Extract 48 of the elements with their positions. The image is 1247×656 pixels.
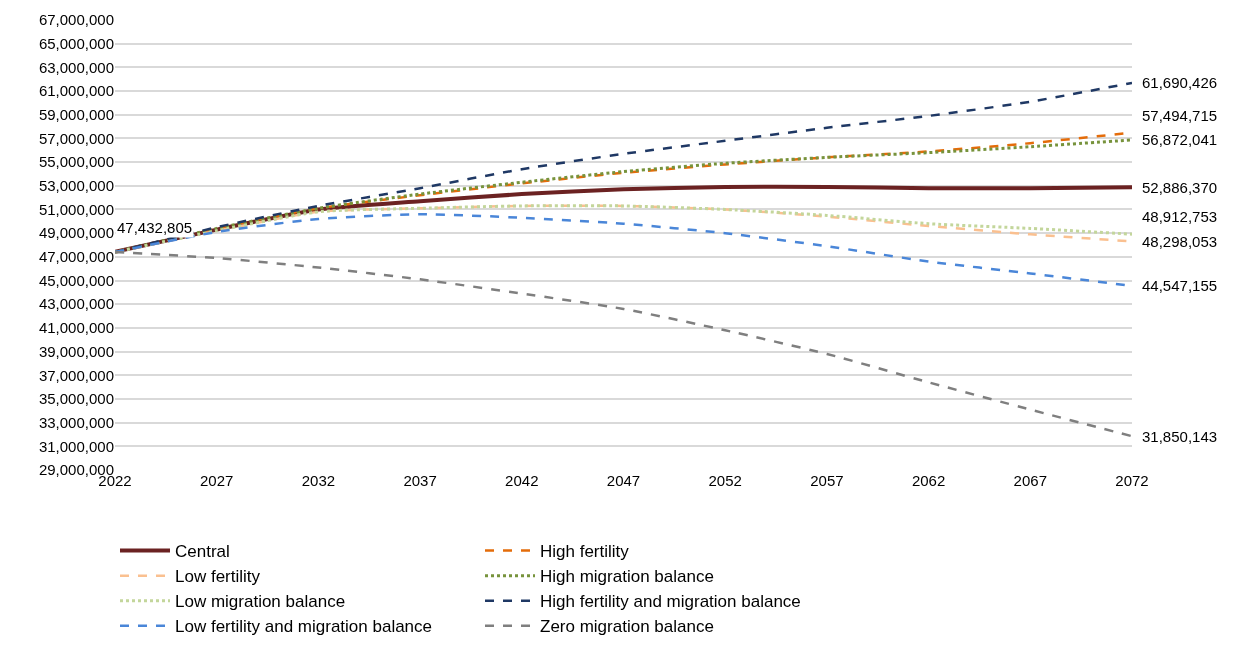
y-tick-label: 35,000,000 [38, 390, 114, 408]
x-tick-label: 2032 [301, 472, 336, 489]
data-label: 48,298,053 [1142, 233, 1218, 250]
data-label: 47,432,805 [117, 219, 193, 236]
line-series [115, 81, 1132, 254]
x-tick-label: 2062 [911, 472, 946, 489]
y-tick-label: 67,000,000 [38, 11, 114, 29]
data-label: 56,872,041 [1142, 131, 1218, 148]
y-tick-label: 49,000,000 [38, 224, 114, 242]
y-tick-label: 55,000,000 [38, 153, 114, 171]
legend-label: Low fertility [175, 567, 261, 587]
y-tick-label: 47,000,000 [38, 248, 114, 266]
x-tick-label: 2072 [1115, 472, 1149, 489]
legend-label: High fertility and migration balance [540, 592, 801, 612]
data-label: 61,690,426 [1142, 74, 1218, 91]
y-tick-label: 37,000,000 [38, 366, 114, 384]
x-tick-label: 2067 [1013, 472, 1047, 489]
legend-label: Low migration balance [175, 592, 346, 612]
data-label: 57,494,715 [1142, 107, 1218, 124]
data-label: 31,850,143 [1142, 428, 1218, 445]
legend-label: Zero migration balance [540, 617, 714, 637]
data-label: 52,886,370 [1142, 179, 1218, 196]
x-tick-label: 2027 [200, 472, 234, 489]
y-tick-label: 51,000,000 [38, 200, 114, 218]
y-tick-label: 43,000,000 [38, 295, 114, 313]
data-label: 44,547,155 [1142, 277, 1218, 294]
x-tick-label: 2037 [403, 472, 437, 489]
y-tick-label: 33,000,000 [38, 413, 114, 431]
y-tick-label: 59,000,000 [38, 105, 114, 123]
legend-label: High fertility [540, 542, 630, 562]
y-tick-label: 39,000,000 [38, 342, 114, 360]
legend-label: Central [175, 542, 230, 562]
legend-label: High migration balance [540, 567, 714, 587]
y-tick-label: 53,000,000 [38, 177, 114, 195]
y-tick-label: 61,000,000 [38, 82, 114, 100]
y-tick-label: 45,000,000 [38, 271, 114, 289]
y-tick-label: 65,000,000 [38, 34, 114, 52]
y-tick-label: 57,000,000 [38, 129, 114, 147]
legend-label: Low fertility and migration balance [175, 617, 433, 637]
line-series [115, 250, 1132, 438]
x-tick-label: 2047 [606, 472, 641, 489]
x-tick-label: 2057 [810, 472, 844, 489]
data-label: 48,912,753 [1142, 208, 1218, 225]
y-tick-label: 31,000,000 [38, 437, 114, 455]
x-tick-label: 2042 [505, 472, 539, 489]
y-tick-label: 41,000,000 [38, 319, 114, 337]
y-tick-label: 63,000,000 [38, 58, 114, 76]
x-tick-label: 2052 [708, 472, 742, 489]
